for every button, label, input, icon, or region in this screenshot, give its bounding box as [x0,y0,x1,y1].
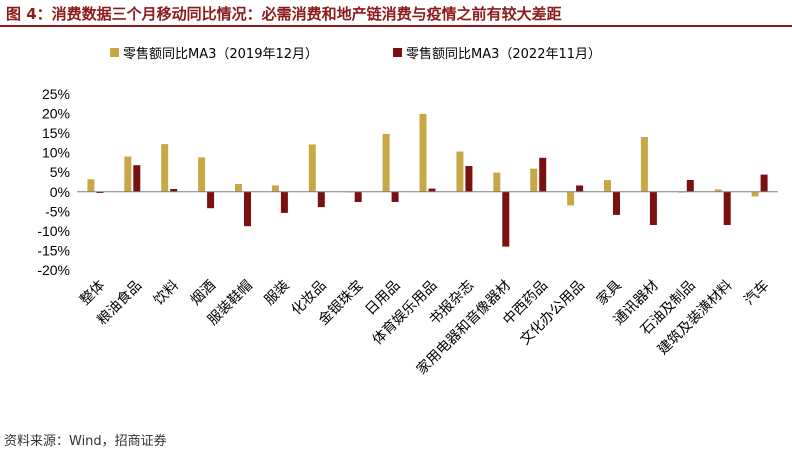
bar-2022-14 [613,191,620,215]
source-note: 资料来源：Wind，招商证券 [4,434,167,449]
bar-2022-0 [96,191,104,193]
bar-2022-7 [354,191,362,202]
bar-2022-1 [133,165,141,192]
bar-2019-4 [235,184,242,192]
bar-2019-11 [493,172,501,192]
y-tick-label: 25% [42,86,70,102]
legend-label-2: 零售额同比MA3（2022年11月） [406,46,601,62]
y-axis: 25% 20% 15% 10% 5% 0% -5% -10% -15% -20% [37,86,70,278]
bar-2019-12 [530,168,538,192]
bar-2022-18 [760,174,768,192]
x-category-label: 服装 [262,278,293,309]
bar-2022-12 [539,157,547,192]
x-category-label: 烟酒 [188,278,219,309]
y-tick-label: -15% [37,242,70,258]
bar-2019-17 [714,189,722,192]
bar-2022-11 [502,191,510,247]
y-tick-label: -20% [37,262,70,278]
y-tick-label: 5% [50,164,70,180]
bar-2019-9 [419,113,427,192]
bar-2022-5 [280,191,288,213]
bar-2019-10 [456,151,464,192]
bar-2019-1 [124,156,132,192]
legend-label-1: 零售额同比MA3（2019年12月） [123,46,318,62]
bar-2022-4 [244,191,251,227]
bar-2022-9 [428,188,436,192]
bar-2019-6 [308,144,316,192]
bars [87,113,768,247]
bar-2022-15 [649,191,657,225]
legend: 零售额同比MA3（2019年12月） 零售额同比MA3（2022年11月） [110,46,601,62]
bar-2019-8 [382,133,390,192]
bar-2019-5 [271,185,279,192]
title-divider [0,25,792,27]
bar-2022-2 [170,189,178,192]
chart-title: 图 4：消费数据三个月移动同比情况：必需消费和地产链消费与疫情之前有较大差距 [6,5,562,23]
bar-chart: 零售额同比MA3（2019年12月） 零售额同比MA3（2022年11月） 25%… [37,46,778,378]
y-tick-label: 0% [50,184,70,200]
bar-2019-14 [604,180,611,192]
x-category-label: 汽车 [741,277,773,309]
bar-2019-2 [161,144,169,192]
bar-2022-8 [391,191,399,202]
bar-2019-15 [640,137,648,192]
x-category-label: 整体 [77,278,108,309]
bar-2019-13 [567,191,575,206]
y-tick-label: 15% [42,125,70,141]
bar-2022-17 [723,191,731,225]
bar-2019-0 [87,179,95,192]
legend-swatch-2 [393,48,402,57]
x-category-label: 饮料 [151,278,182,309]
bar-2019-3 [198,157,206,192]
y-tick-label: 10% [42,145,70,161]
y-tick-label: 20% [42,106,70,122]
bar-2022-10 [465,166,473,192]
bar-2022-13 [576,185,584,192]
legend-swatch-1 [110,48,119,57]
y-tick-label: -5% [45,203,70,219]
y-tick-label: -10% [37,223,70,239]
bar-2022-6 [317,191,325,208]
x-category-label: 家具 [593,277,625,309]
bar-2019-18 [751,191,759,197]
bar-2022-16 [686,180,694,192]
bar-2022-3 [207,191,215,209]
